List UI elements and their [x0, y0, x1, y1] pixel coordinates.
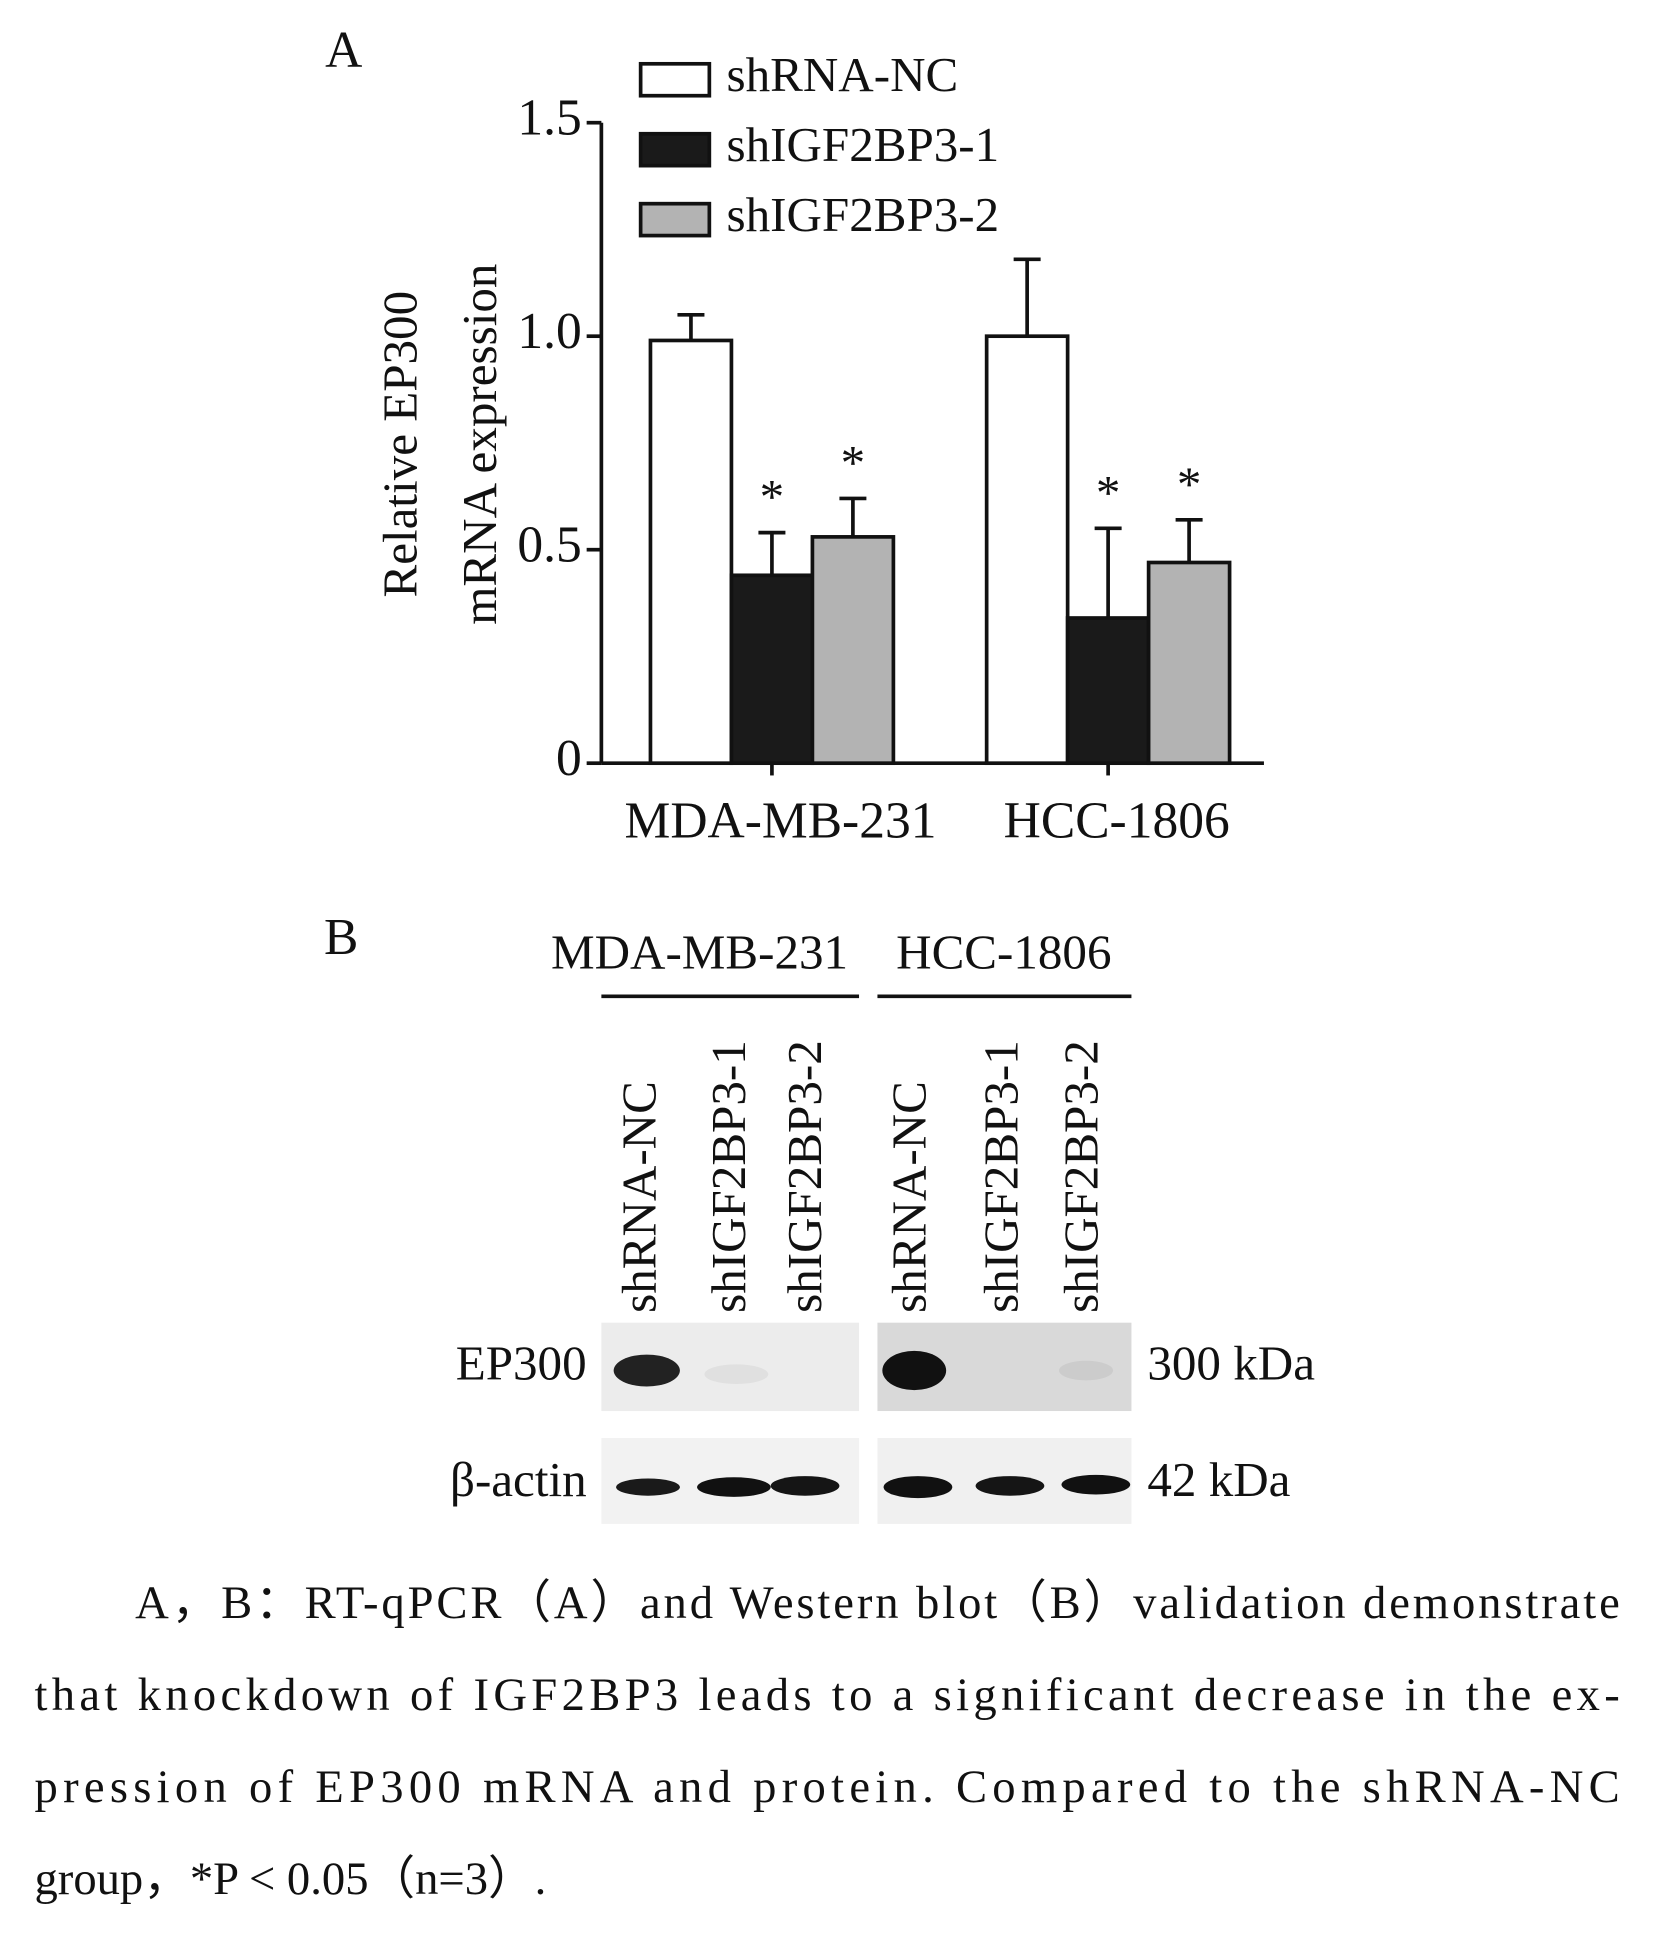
legend-label: shRNA-NC	[727, 47, 959, 102]
group-label: MDA-MB-231	[551, 924, 848, 979]
band	[883, 1476, 953, 1499]
panel-label: B	[324, 909, 358, 966]
band	[975, 1476, 1045, 1496]
caption-line: group，*P < 0.05（n=3）.	[35, 1853, 547, 1905]
band	[613, 1354, 680, 1387]
significance-mark: *	[1177, 456, 1202, 511]
caption-line: A，B：RT-qPCR（A）and Western blot（B）validat…	[135, 1577, 1620, 1629]
lane-label: shIGF2BP3-1	[701, 1040, 756, 1313]
x-tick-label: MDA-MB-231	[625, 793, 937, 850]
bar	[1146, 560, 1232, 766]
y-tick-label: 0	[556, 730, 582, 787]
panel-label: A	[325, 22, 362, 79]
lane-label: shRNA-NC	[882, 1081, 937, 1313]
y-axis-label: Relative EP300	[372, 291, 427, 598]
blots	[601, 994, 1132, 1524]
y-tick-label: 1.5	[517, 90, 581, 147]
band	[882, 1350, 947, 1391]
caption-line: pression of EP300 mRNA and protein. Comp…	[35, 1761, 1620, 1813]
y-tick-label: 1.0	[517, 303, 581, 360]
bar	[648, 338, 734, 766]
legend-label: shIGF2BP3-1	[727, 117, 1000, 172]
significance-mark: *	[1096, 465, 1121, 520]
lane-label: shIGF2BP3-1	[974, 1040, 1029, 1313]
size-label: 42 kDa	[1147, 1452, 1290, 1507]
bar	[729, 573, 815, 766]
legend-swatch	[638, 201, 712, 238]
band	[704, 1364, 769, 1385]
y-axis-label: mRNA expression	[452, 264, 507, 625]
legend-swatch	[638, 61, 712, 98]
band	[697, 1477, 771, 1497]
protein-label: β-actin	[450, 1452, 587, 1507]
group-label: HCC-1806	[896, 924, 1111, 979]
band	[1059, 1360, 1114, 1381]
protein-label: EP300	[456, 1335, 587, 1390]
bar	[984, 334, 1070, 766]
bar	[1065, 616, 1151, 766]
x-tick-label: HCC-1806	[1004, 793, 1230, 850]
significance-mark: *	[841, 435, 866, 490]
lane-label: shIGF2BP3-2	[1053, 1040, 1108, 1313]
band	[770, 1476, 840, 1496]
legend-swatch	[638, 131, 712, 168]
lane-label: shIGF2BP3-2	[777, 1040, 832, 1313]
y-tick-label: 0.5	[517, 517, 581, 574]
band	[1061, 1474, 1131, 1495]
lane-label: shRNA-NC	[612, 1081, 667, 1313]
band	[616, 1478, 680, 1496]
bar	[810, 535, 896, 766]
significance-mark: *	[760, 469, 785, 524]
caption-line: that knockdown of IGF2BP3 leads to a sig…	[35, 1669, 1620, 1721]
size-label: 300 kDa	[1147, 1335, 1315, 1390]
legend-label: shIGF2BP3-2	[727, 187, 1000, 242]
